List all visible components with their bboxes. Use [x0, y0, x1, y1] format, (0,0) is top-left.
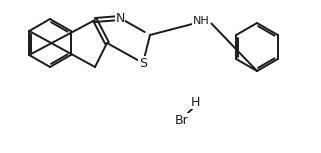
- Text: N: N: [115, 11, 125, 24]
- Text: Br: Br: [175, 114, 189, 127]
- Text: H: H: [190, 95, 200, 108]
- Text: S: S: [139, 56, 147, 69]
- Text: NH: NH: [193, 16, 209, 26]
